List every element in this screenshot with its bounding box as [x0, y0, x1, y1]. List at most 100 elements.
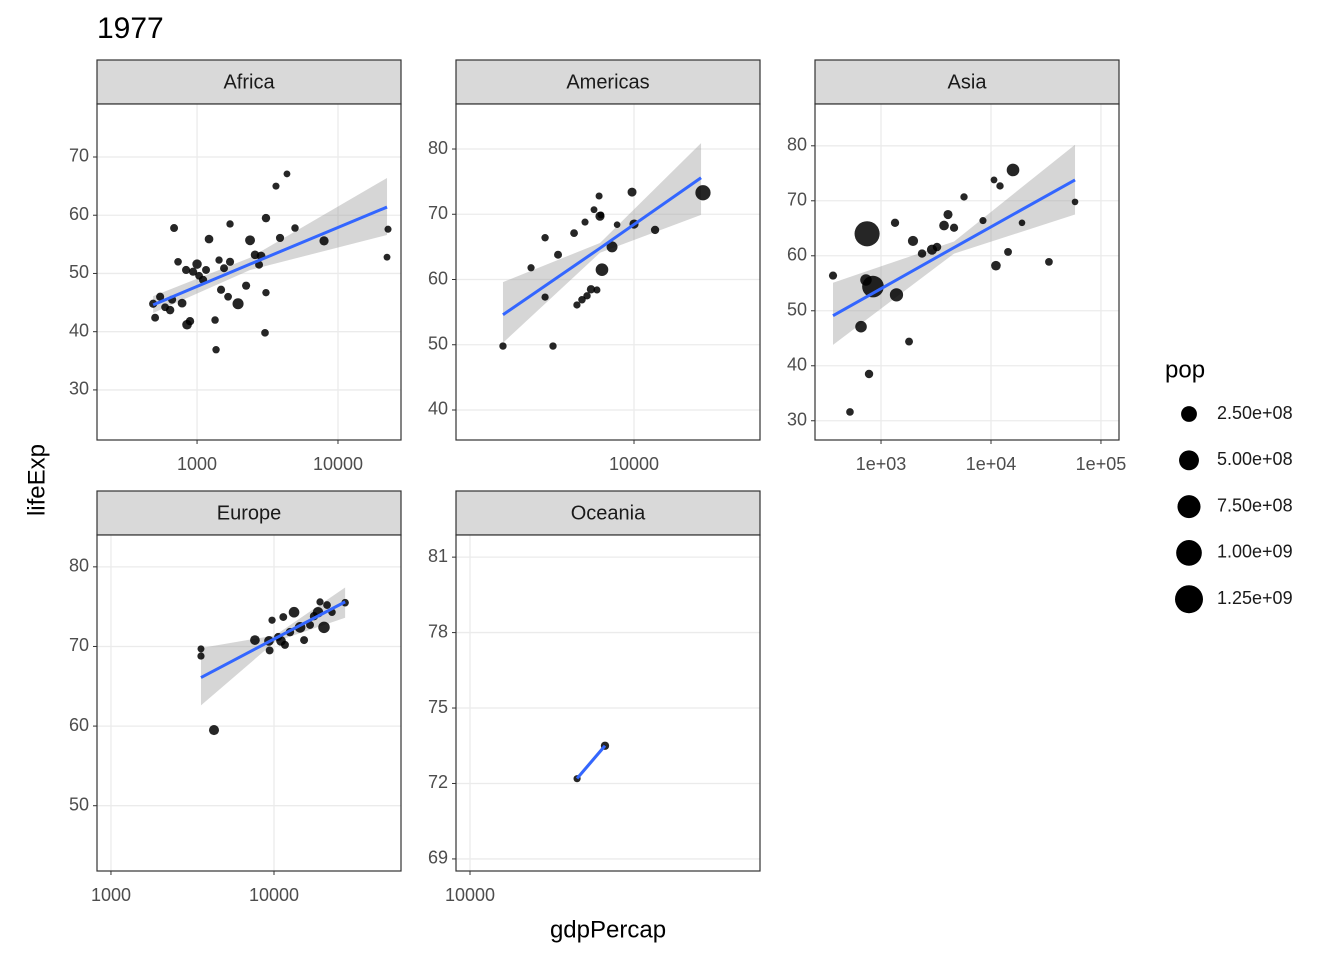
confidence-band [200, 587, 346, 706]
point [960, 193, 968, 201]
point [597, 211, 605, 219]
point [541, 293, 549, 301]
point [590, 206, 598, 214]
legend-key [1176, 540, 1202, 566]
x-tick-label: 10000 [445, 885, 495, 905]
legend-label: 5.00e+08 [1217, 449, 1293, 469]
y-tick-label: 40 [428, 399, 448, 419]
point [996, 182, 1004, 190]
point [383, 253, 391, 261]
point [197, 652, 205, 660]
point [828, 271, 838, 280]
point [226, 220, 234, 228]
y-tick-label: 70 [787, 190, 807, 210]
point [549, 342, 557, 350]
point [165, 305, 175, 315]
point [627, 187, 637, 197]
y-tick-label: 60 [787, 245, 807, 265]
point [156, 292, 165, 301]
point [224, 292, 232, 301]
legend-label: 1.00e+09 [1217, 542, 1293, 562]
point [949, 223, 959, 232]
y-tick-label: 72 [428, 772, 448, 792]
point [280, 640, 289, 649]
y-tick-label: 70 [428, 203, 448, 223]
fit-line [502, 176, 702, 316]
point [306, 620, 315, 629]
point [1045, 257, 1053, 266]
panel-border [455, 534, 761, 872]
legend-label: 7.50e+08 [1217, 495, 1293, 515]
point [151, 313, 160, 322]
y-tick-label: 60 [428, 268, 448, 288]
point [384, 225, 392, 233]
legend-label: 1.25e+09 [1217, 588, 1293, 608]
x-tick-label: 10000 [249, 885, 299, 905]
y-tick-label: 50 [69, 794, 89, 814]
point [279, 613, 288, 621]
point [211, 316, 219, 324]
strip-label: Americas [566, 71, 649, 93]
point [595, 192, 603, 200]
point [232, 298, 244, 310]
x-axis-title: gdpPercap [550, 916, 666, 943]
point [905, 337, 913, 346]
point [283, 170, 291, 178]
point [182, 265, 191, 275]
x-tick-label: 1e+04 [966, 454, 1017, 474]
point [319, 236, 329, 246]
strip-label: Africa [223, 71, 275, 93]
x-tick-label: 1e+05 [1076, 454, 1127, 474]
y-tick-label: 75 [428, 697, 448, 717]
point [170, 224, 179, 233]
strip [96, 59, 402, 105]
point [593, 286, 601, 294]
point [595, 263, 609, 277]
strip-label: Europe [217, 502, 282, 524]
point [177, 298, 187, 308]
point [185, 317, 195, 326]
point [581, 218, 589, 226]
point [188, 267, 198, 276]
point [990, 176, 998, 184]
legend-title: pop [1165, 356, 1205, 383]
legend-key [1181, 406, 1197, 422]
point [268, 616, 276, 624]
y-tick-label: 60 [69, 204, 89, 224]
point [932, 242, 942, 252]
point [202, 265, 211, 274]
point [1018, 219, 1026, 227]
panel [97, 535, 401, 871]
panel-border [96, 534, 402, 872]
panel [456, 104, 760, 440]
y-tick-label: 50 [428, 333, 448, 353]
point [583, 292, 591, 300]
y-tick-label: 40 [787, 355, 807, 375]
x-tick-label: 1000 [177, 454, 217, 474]
point [613, 221, 621, 229]
point [1004, 247, 1012, 256]
point [855, 320, 867, 333]
panel-border [96, 103, 402, 441]
y-tick-label: 40 [69, 320, 89, 340]
point [499, 342, 507, 350]
y-axis-title: lifeExp [23, 444, 50, 516]
chart-title: 1977 [97, 12, 164, 45]
legend-key [1175, 585, 1203, 614]
panel [815, 104, 1119, 440]
strip [455, 59, 761, 105]
point [890, 218, 900, 227]
strip [814, 59, 1120, 105]
legend-key [1179, 450, 1199, 471]
legend-label: 2.50e+08 [1217, 403, 1293, 423]
point [275, 233, 285, 243]
point [300, 636, 309, 645]
strip-label: Asia [948, 71, 988, 93]
point [862, 275, 884, 298]
point [991, 260, 1001, 271]
point [578, 295, 586, 304]
y-tick-label: 50 [787, 300, 807, 320]
point [197, 645, 205, 653]
point [695, 185, 711, 201]
